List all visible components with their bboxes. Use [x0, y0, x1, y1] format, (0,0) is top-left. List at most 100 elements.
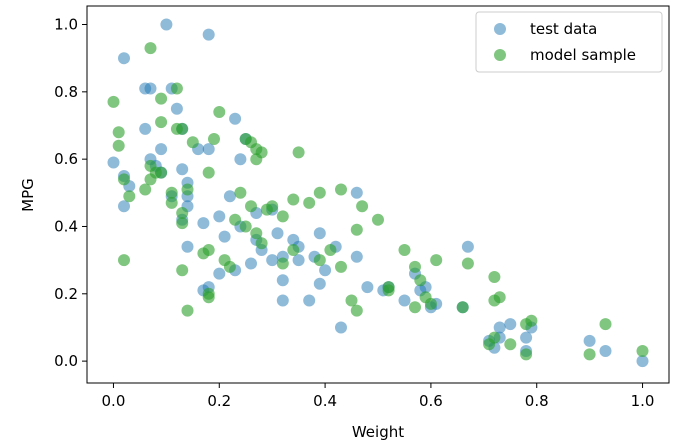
point-test-data-70 — [461, 240, 474, 253]
point-test-data-8 — [139, 122, 152, 135]
point-model-sample-35 — [313, 186, 326, 199]
point-test-data-2 — [118, 52, 130, 65]
legend-marker-model-sample — [494, 49, 506, 61]
points-layer — [107, 18, 649, 368]
point-test-data-11 — [202, 143, 215, 156]
point-model-sample-25 — [165, 196, 178, 209]
point-model-sample-38 — [372, 213, 384, 226]
x-tick-label: 0.4 — [313, 392, 337, 410]
y-tick-label: 0.8 — [54, 83, 78, 101]
point-model-sample-43 — [239, 220, 252, 233]
point-model-sample-55 — [176, 264, 189, 277]
y-tick-label: 0.0 — [54, 352, 78, 370]
point-test-data-34 — [218, 230, 231, 243]
point-model-sample-47 — [324, 244, 337, 256]
point-test-data-41 — [181, 240, 194, 253]
point-model-sample-46 — [350, 223, 363, 236]
point-test-data-14 — [234, 153, 247, 166]
legend-label-model-sample: model sample — [530, 46, 636, 64]
point-test-data-75 — [504, 318, 517, 331]
point-test-data-44 — [245, 257, 257, 270]
point-model-sample-11 — [208, 133, 220, 145]
point-model-sample-75 — [345, 294, 358, 307]
point-model-sample-6 — [112, 126, 125, 139]
point-test-data-47 — [292, 254, 305, 267]
point-model-sample-37 — [356, 200, 369, 213]
x-axis-label: Weight — [352, 423, 404, 441]
point-test-data-56 — [313, 277, 326, 290]
legend: test data model sample — [475, 11, 663, 73]
point-model-sample-68 — [409, 301, 421, 314]
legend-label-test-data: test data — [530, 20, 597, 38]
point-model-sample-57 — [197, 247, 210, 260]
point-model-sample-28 — [202, 166, 215, 179]
point-model-sample-26 — [181, 183, 194, 196]
point-model-sample-4 — [213, 106, 226, 118]
point-model-sample-51 — [276, 257, 289, 270]
point-test-data-58 — [350, 250, 363, 263]
x-tick-label: 0.0 — [102, 392, 126, 410]
point-test-data-1 — [202, 28, 215, 41]
point-model-sample-76 — [350, 304, 363, 317]
point-model-sample-23 — [144, 173, 157, 186]
point-test-data-57 — [350, 186, 363, 199]
point-model-sample-50 — [287, 244, 300, 256]
point-model-sample-0 — [144, 42, 157, 55]
point-test-data-60 — [361, 281, 374, 294]
point-test-data-0 — [160, 18, 173, 31]
point-test-data-15 — [107, 156, 120, 169]
x-tick-label: 0.6 — [419, 392, 443, 410]
point-test-data-46 — [319, 264, 332, 277]
legend-marker-test-data — [494, 23, 506, 35]
point-model-sample-67 — [424, 297, 437, 310]
point-model-sample-61 — [461, 257, 474, 270]
point-model-sample-10 — [186, 136, 199, 149]
point-model-sample-78 — [520, 318, 533, 331]
point-test-data-76 — [520, 331, 533, 344]
point-test-data-54 — [276, 294, 289, 307]
point-test-data-59 — [335, 321, 347, 334]
point-test-data-36 — [271, 227, 284, 240]
point-model-sample-24 — [165, 186, 178, 199]
point-model-sample-1 — [107, 95, 120, 108]
point-model-sample-34 — [303, 196, 316, 209]
point-test-data-73 — [493, 321, 506, 334]
point-model-sample-36 — [335, 183, 347, 196]
point-model-sample-2 — [170, 82, 183, 95]
legend-box — [475, 11, 663, 73]
point-model-sample-16 — [112, 139, 125, 152]
point-model-sample-64 — [382, 284, 395, 297]
x-tick-label: 0.2 — [207, 392, 231, 410]
point-test-data-19 — [176, 163, 189, 176]
point-model-sample-84 — [583, 348, 596, 361]
point-test-data-48 — [266, 254, 279, 267]
point-test-data-63 — [398, 294, 411, 307]
point-model-sample-45 — [255, 237, 268, 250]
point-test-data-51 — [213, 267, 226, 280]
point-model-sample-65 — [414, 274, 427, 287]
point-model-sample-83 — [599, 318, 612, 331]
point-model-sample-22 — [139, 183, 152, 196]
point-model-sample-81 — [520, 348, 533, 361]
point-model-sample-15 — [250, 153, 263, 166]
x-axis-ticks: 0.0 0.2 0.4 0.6 0.8 1.0 — [102, 383, 654, 410]
point-model-sample-39 — [276, 210, 289, 223]
point-test-data-39 — [313, 227, 326, 240]
point-model-sample-29 — [234, 186, 247, 199]
point-model-sample-69 — [456, 301, 469, 314]
y-tick-label: 0.4 — [54, 217, 78, 235]
point-model-sample-48 — [313, 254, 326, 267]
point-test-data-55 — [303, 294, 316, 307]
point-model-sample-60 — [430, 254, 443, 267]
point-model-sample-72 — [181, 304, 194, 317]
x-tick-label: 0.8 — [525, 392, 549, 410]
point-model-sample-52 — [398, 244, 411, 256]
point-test-data-49 — [276, 274, 289, 287]
point-test-data-32 — [213, 210, 226, 223]
point-model-sample-33 — [287, 193, 300, 206]
point-model-sample-40 — [176, 207, 189, 219]
point-model-sample-30 — [245, 200, 257, 213]
point-model-sample-62 — [488, 271, 501, 283]
point-model-sample-74 — [202, 291, 215, 304]
